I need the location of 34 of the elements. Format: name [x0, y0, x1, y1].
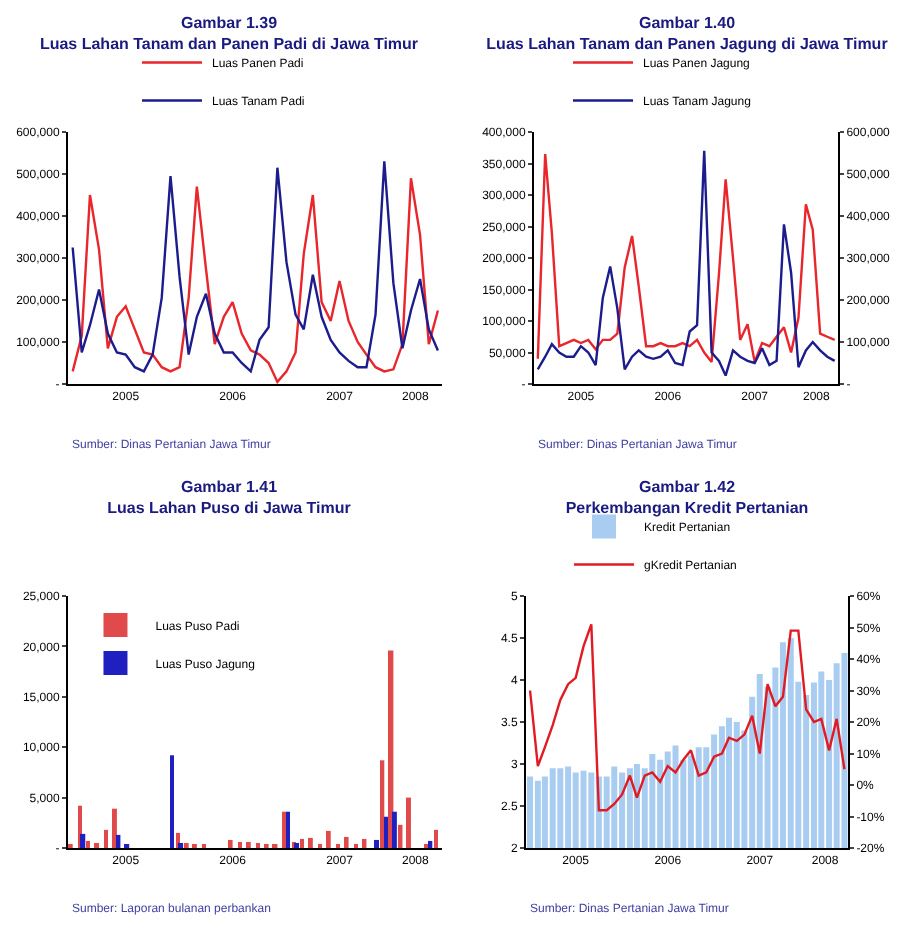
- chart-subtitle: Perkembangan Kredit Pertanian: [565, 498, 809, 517]
- bar: [94, 842, 100, 848]
- chart-title: Gambar 1.39: [180, 13, 279, 32]
- bar: [112, 808, 117, 848]
- chart-subtitle: Luas Lahan Puso di Jawa Timur: [107, 498, 351, 517]
- bar: [406, 797, 411, 848]
- bar: [384, 816, 388, 848]
- bar: [300, 838, 304, 848]
- bar: [170, 755, 174, 848]
- bar: [362, 838, 367, 848]
- bar: [238, 841, 242, 848]
- bar: [178, 842, 184, 848]
- bar: [86, 840, 90, 848]
- bar: [392, 811, 397, 848]
- chart-title: Gambar 1.40: [638, 13, 737, 32]
- chart-subtitle: Luas Lahan Tanam dan Panen Padi di Jawa Timur: [39, 34, 419, 53]
- bar: [246, 841, 251, 848]
- bar: [308, 837, 313, 848]
- bar: [104, 829, 108, 848]
- bar: [388, 650, 394, 848]
- bar: [228, 839, 233, 848]
- bar: [380, 760, 385, 848]
- chart-title: Gambar 1.41: [180, 477, 279, 496]
- bar: [116, 834, 121, 848]
- chart-title: Gambar 1.42: [638, 477, 737, 496]
- bar: [256, 842, 260, 848]
- chart-subtitle: Luas Lahan Tanam dan Panen Jagung di Jawa Timur: [486, 34, 888, 53]
- bar: [326, 830, 331, 848]
- bar: [374, 839, 379, 848]
- line-series: [528, 623, 846, 812]
- bar: [184, 842, 189, 848]
- bar: [344, 836, 349, 848]
- bar: [80, 833, 86, 848]
- bar: [434, 829, 438, 848]
